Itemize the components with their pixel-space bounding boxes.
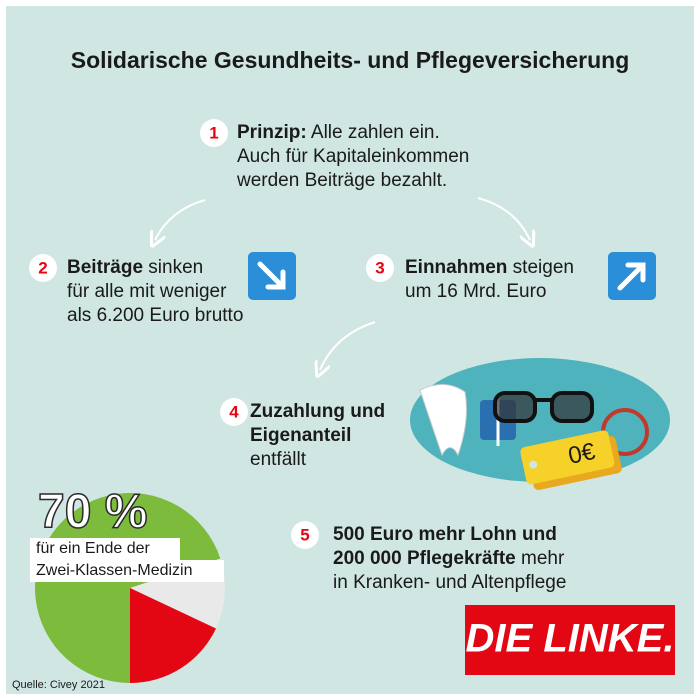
step-badge <box>291 521 319 549</box>
step-line: als 6.200 Euro brutto <box>67 305 243 326</box>
step-badge <box>220 398 248 426</box>
step-number: 2 <box>38 258 47 277</box>
steps: 1 Prinzip: Alle zahlen ein. Auch für Kapit… <box>29 119 574 593</box>
step-text: Zuzahlung und <box>250 401 385 422</box>
step-text: sinken <box>143 257 203 278</box>
step-text: in Kranken- und Altenpflege <box>333 572 566 593</box>
step-number: 5 <box>300 525 309 544</box>
flow-arrow <box>155 199 206 240</box>
step-number: 4 <box>229 402 239 421</box>
step-line: Einnahmen steigen <box>405 257 574 278</box>
medical-illustration <box>410 358 670 490</box>
step-line: entfällt <box>250 449 307 470</box>
flow-arrow <box>320 321 376 370</box>
logo-box <box>465 605 675 675</box>
step-text: Alle zahlen ein. <box>307 122 440 143</box>
down-arrow-icon <box>248 252 296 300</box>
step-text: Prinzip: <box>237 122 307 143</box>
step-text: Beiträge <box>67 257 143 278</box>
source: Quelle: Civey 2021 <box>12 679 105 691</box>
pie-slice <box>130 588 216 683</box>
step-line: Beiträge sinken <box>67 257 203 278</box>
step-line: für alle mit weniger <box>67 281 227 302</box>
up-arrow-icon <box>608 252 656 300</box>
price-tag: 0€ <box>566 438 598 470</box>
flow-arrow <box>477 197 530 240</box>
step-badge <box>29 254 57 282</box>
logo: DIE LINKE. <box>466 617 675 661</box>
step-text: Auch für Kapitaleinkommen <box>237 146 469 167</box>
step-text: 200 000 Pflegekräfte <box>333 548 516 569</box>
caption-box <box>30 538 180 560</box>
step-line: Eigenanteil <box>250 425 351 446</box>
step-text: mehr <box>516 548 565 569</box>
step-line: Auch für Kapitaleinkommen <box>237 146 469 167</box>
step-number: 1 <box>209 123 218 142</box>
step-text: um 16 Mrd. Euro <box>405 281 547 302</box>
pie-caption: für ein Ende der <box>36 540 151 557</box>
pie-label: 70 % <box>38 486 147 539</box>
step-text: als 6.200 Euro brutto <box>67 305 243 326</box>
step-number: 3 <box>375 258 384 277</box>
step-line: Prinzip: Alle zahlen ein. <box>237 122 440 143</box>
step-line: um 16 Mrd. Euro <box>405 281 547 302</box>
step-text: für alle mit weniger <box>67 281 227 302</box>
step-text: 500 Euro mehr Lohn und <box>333 524 557 545</box>
step-line: 500 Euro mehr Lohn und <box>333 524 557 545</box>
step-line: 200 000 Pflegekräfte mehr <box>333 548 565 569</box>
step-badge <box>200 119 228 147</box>
step-text: steigen <box>507 257 574 278</box>
step-text: werden Beiträge bezahlt. <box>236 170 447 191</box>
step-line: in Kranken- und Altenpflege <box>333 572 566 593</box>
step-line: werden Beiträge bezahlt. <box>236 170 447 191</box>
step-text: Eigenanteil <box>250 425 351 446</box>
step-text: Einnahmen <box>405 257 507 278</box>
step-line: Zuzahlung und <box>250 401 385 422</box>
pie-caption: Zwei-Klassen-Medizin <box>36 562 193 579</box>
title: Solidarische Gesundheits- und Pflegevers… <box>71 47 630 73</box>
step-text: entfällt <box>250 449 307 470</box>
caption-box <box>30 560 224 582</box>
step-badge <box>366 254 394 282</box>
